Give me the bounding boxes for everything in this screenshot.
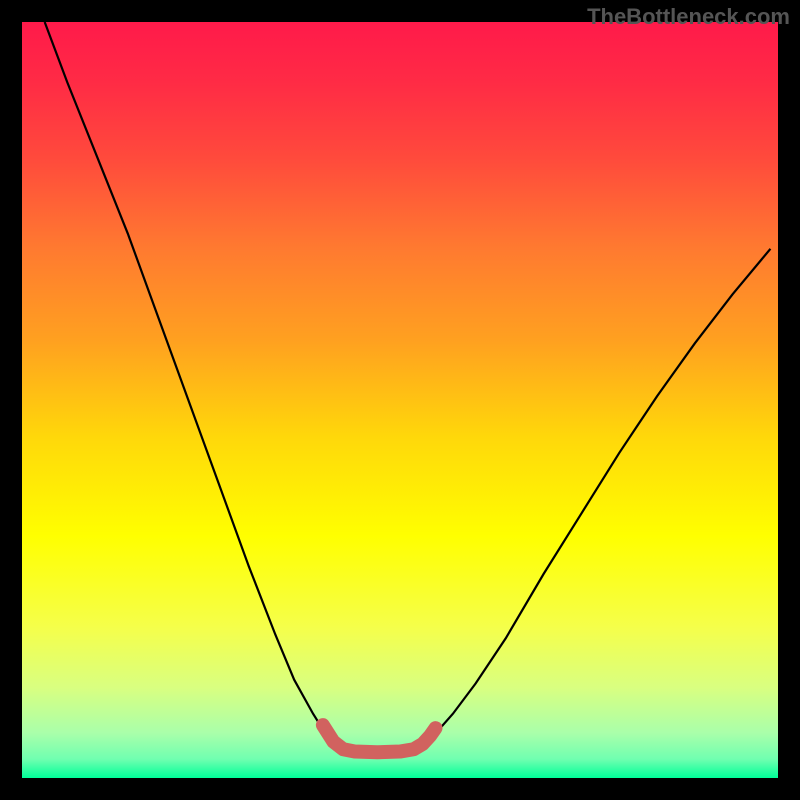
gradient-background (22, 22, 778, 778)
chart-svg (0, 0, 800, 800)
chart-container: TheBottleneck.com (0, 0, 800, 800)
watermark-text: TheBottleneck.com (587, 4, 790, 30)
